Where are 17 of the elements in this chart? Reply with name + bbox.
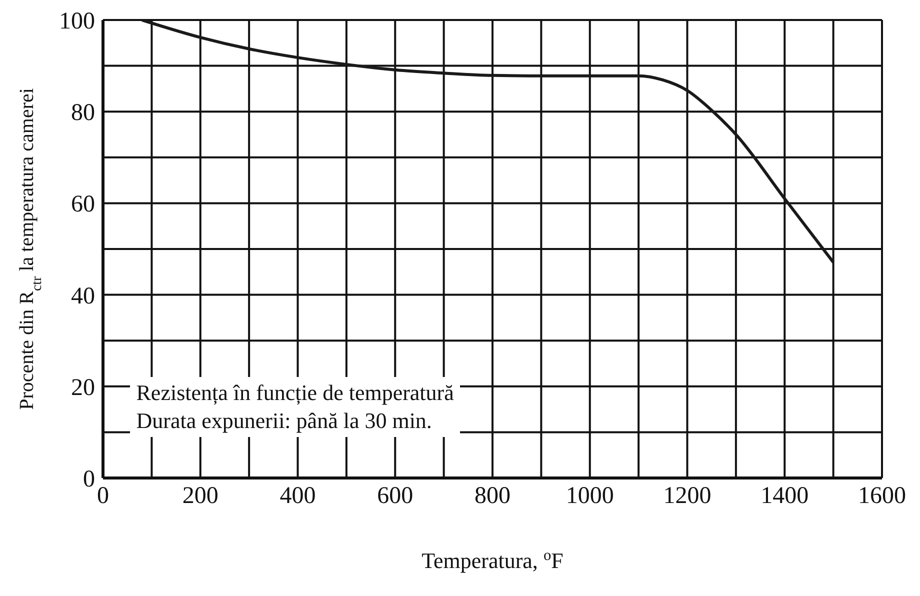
y-tick-label: 20: [71, 374, 95, 401]
x-tick-label: 600: [377, 483, 414, 510]
annotation: Durata expunerii: până la 30 min.: [136, 407, 433, 436]
annotation: Rezistența în funcție de temperatură: [136, 379, 454, 408]
y-tick-label: 0: [83, 466, 95, 493]
x-tick-label: 1000: [566, 483, 614, 510]
x-tick-label: 400: [280, 483, 316, 510]
y-tick-label: 100: [59, 8, 95, 35]
y-tick-label: 40: [71, 283, 95, 310]
x-tick-label: 1200: [663, 483, 712, 510]
y-tick-label: 80: [71, 100, 95, 126]
x-axis-title: Temperatura, $^{o}$F: [422, 546, 564, 573]
x-tick-label: 800: [474, 483, 510, 510]
x-tick-label: 1400: [760, 483, 809, 510]
x-tick-label: 1600: [858, 483, 906, 510]
x-tick-label: 200: [182, 483, 218, 510]
y-tick-label: 60: [71, 192, 95, 218]
